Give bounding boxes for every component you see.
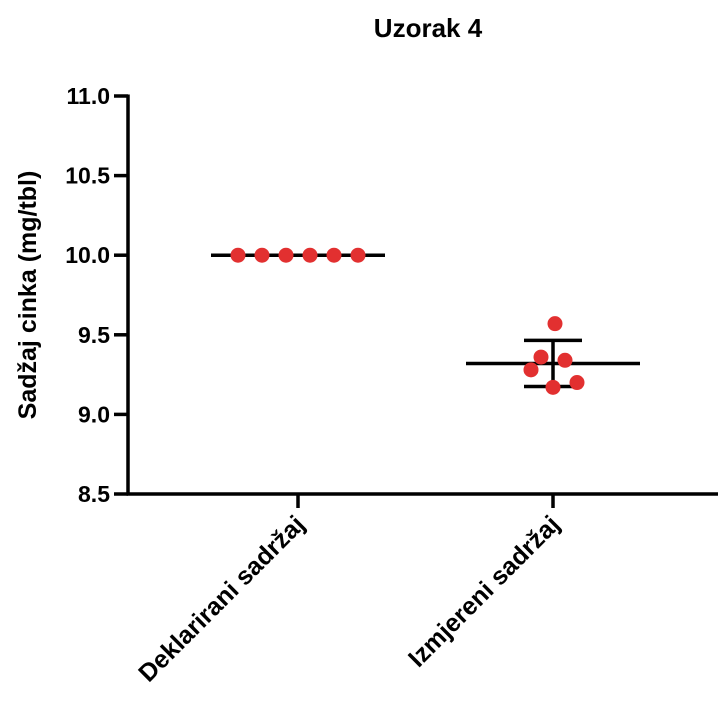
chart-title: Uzorak 4: [374, 13, 483, 43]
data-point: [569, 375, 585, 391]
y-tick-label: 9.0: [78, 401, 110, 427]
data-point: [326, 247, 342, 263]
data-point: [557, 352, 573, 368]
data-point: [547, 316, 563, 332]
data-point: [533, 349, 549, 365]
y-tick-label: 10.0: [65, 242, 110, 268]
data-point: [278, 247, 294, 263]
y-tick-label: 11.0: [67, 83, 111, 109]
group-1: [211, 247, 385, 263]
y-tick-label: 8.5: [78, 481, 110, 507]
y-axis-label: Sadžaj cinka (mg/tbl): [14, 171, 42, 420]
y-axis: 8.5 9.0 9.5 10.0 10.5 11.0: [65, 83, 130, 507]
data-point: [545, 379, 561, 395]
data-point: [254, 247, 270, 263]
y-tick-label: 10.5: [65, 163, 110, 189]
x-tick-label: Deklarirani sadržaj: [133, 510, 310, 687]
x-axis: Deklarirani sadržaj Izmjereni sadržaj: [126, 492, 718, 687]
group-2: [466, 316, 640, 395]
data-point: [230, 247, 246, 263]
y-tick-label: 9.5: [78, 322, 110, 348]
data-point: [523, 362, 539, 378]
data-point: [302, 247, 318, 263]
x-tick-label: Izmjereni sadržaj: [403, 510, 565, 672]
data-point: [350, 247, 366, 263]
plot-area: [211, 247, 640, 395]
